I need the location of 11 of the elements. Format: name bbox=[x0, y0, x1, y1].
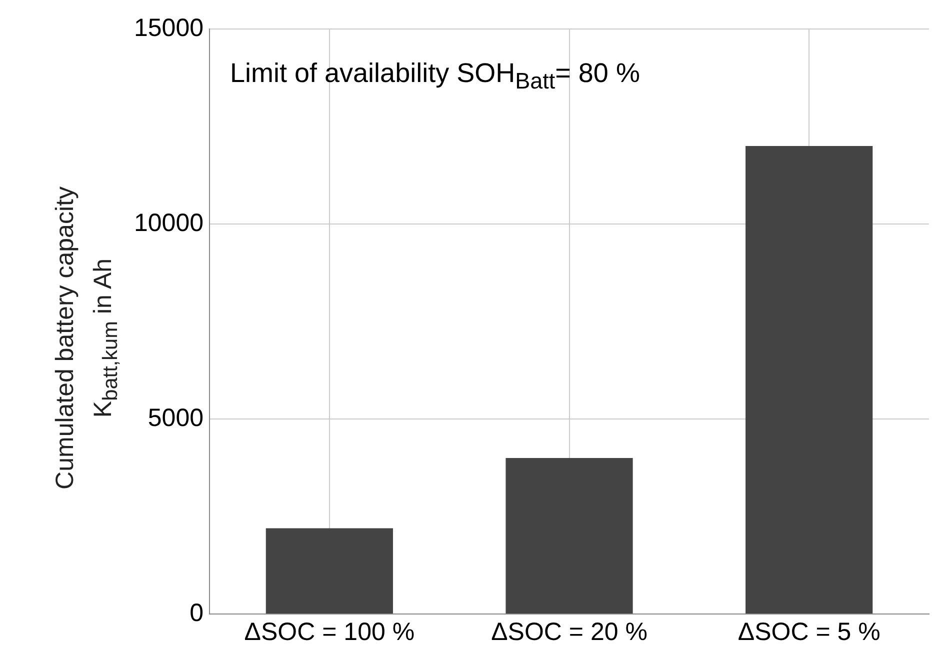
y-tick-label: 0 bbox=[190, 598, 204, 627]
bar bbox=[506, 458, 633, 614]
y-tick-label: 5000 bbox=[148, 404, 204, 432]
y-tick-label: 15000 bbox=[134, 14, 204, 42]
y-tick-label: 10000 bbox=[134, 208, 204, 237]
x-tick-label: ΔSOC = 5 % bbox=[738, 618, 880, 646]
x-tick-label: ΔSOC = 100 % bbox=[244, 618, 415, 646]
bar bbox=[266, 528, 393, 614]
bar bbox=[746, 146, 873, 614]
annotation: Limit of availability SOH$_{Batt}$= 80 % bbox=[230, 58, 640, 94]
x-tick-label: ΔSOC = 20 % bbox=[491, 618, 648, 646]
